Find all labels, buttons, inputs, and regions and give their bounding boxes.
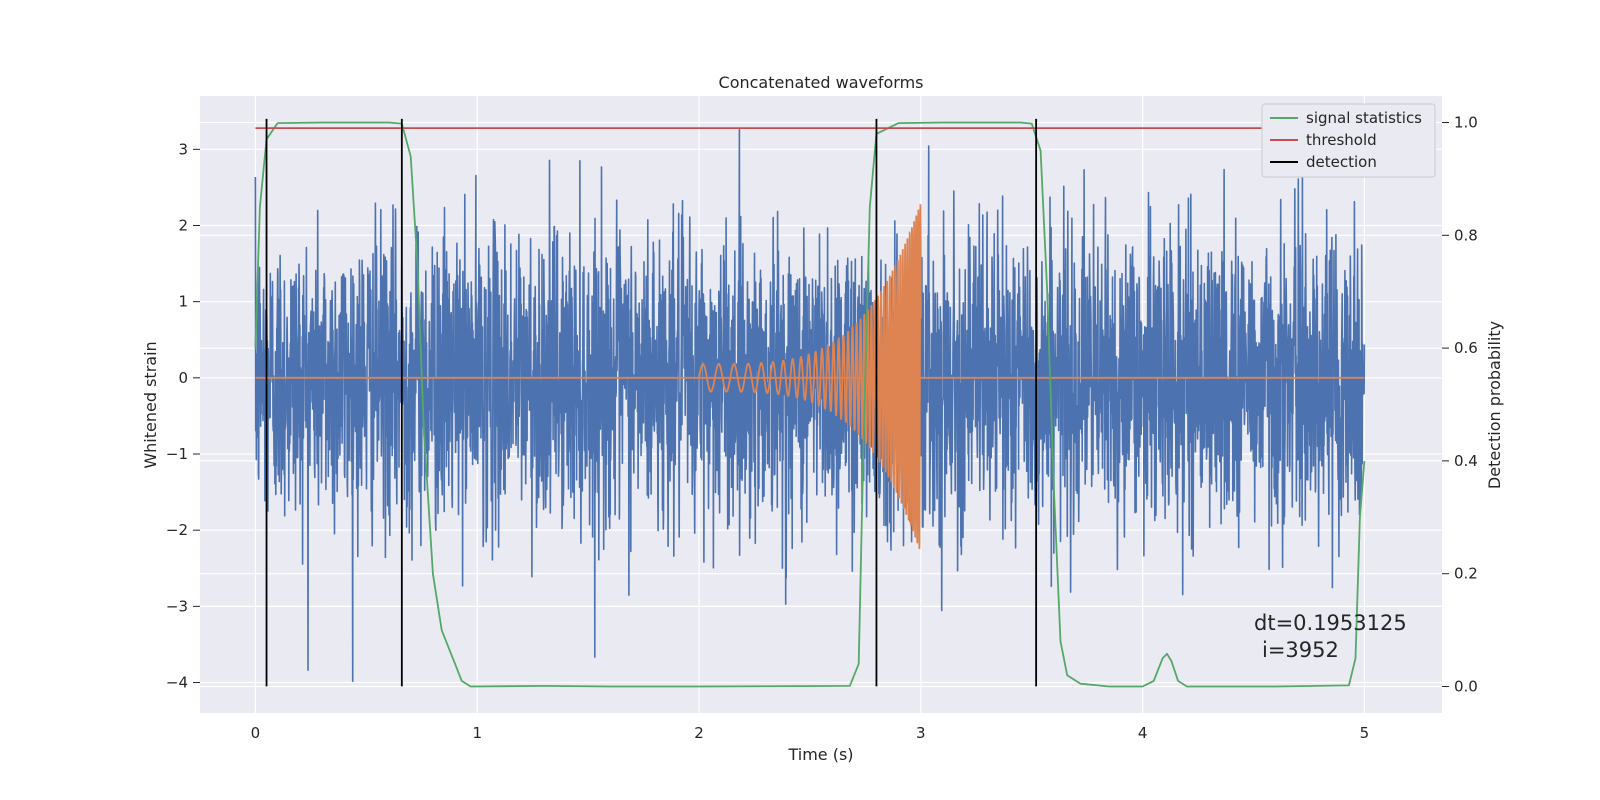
chirp-series-line — [698, 204, 922, 550]
legend-label: detection — [1306, 153, 1377, 171]
legend-label: signal statistics — [1306, 109, 1422, 127]
x-axis-label: Time (s) — [787, 745, 853, 764]
y2-tick-label: 0.4 — [1454, 452, 1478, 470]
y-tick-label: −4 — [166, 674, 188, 692]
x-tick-label: 4 — [1138, 724, 1148, 742]
x-tick-label: 2 — [694, 724, 704, 742]
legend-label: threshold — [1306, 131, 1377, 149]
y-axis-label: Whitened strain — [141, 341, 160, 468]
x-tick-label: 1 — [472, 724, 482, 742]
annotation-dt: dt=0.1953125 — [1254, 611, 1407, 635]
detection-layer — [265, 118, 1038, 687]
y2-tick-label: 0.0 — [1454, 677, 1478, 695]
y2-axis-label: Detection probability — [1485, 321, 1504, 489]
y2-tick-label: 0.8 — [1454, 226, 1478, 244]
y-tick-label: 1 — [178, 293, 188, 311]
chart-title: Concatenated waveforms — [719, 73, 924, 92]
y2-tick-label: 0.2 — [1454, 565, 1478, 583]
ticks: 0 1 2 3 4 5 −4 −3 −2 −1 0 1 2 3 0.0 0.2 0.4 0.6 0.8 1.0 — [166, 114, 1478, 742]
x-tick-label: 0 — [251, 724, 261, 742]
legend-box — [1261, 103, 1436, 178]
x-tick-label: 3 — [916, 724, 926, 742]
annotation: dt=0.1953125 i=3952 — [1254, 611, 1407, 662]
y-tick-label: −3 — [166, 597, 188, 615]
y-tick-label: 0 — [178, 369, 188, 387]
y-tick-label: −2 — [166, 521, 188, 539]
y-tick-label: 3 — [178, 140, 188, 158]
y-tick-label: −1 — [166, 445, 188, 463]
y-tick-label: 2 — [178, 216, 188, 234]
x-tick-label: 5 — [1360, 724, 1370, 742]
annotation-i: i=3952 — [1262, 638, 1339, 662]
y2-tick-label: 1.0 — [1454, 114, 1478, 132]
chirp-layer — [255, 204, 1365, 550]
legend: signal statistics threshold detection — [1261, 103, 1436, 178]
y2-tick-label: 0.6 — [1454, 339, 1478, 357]
